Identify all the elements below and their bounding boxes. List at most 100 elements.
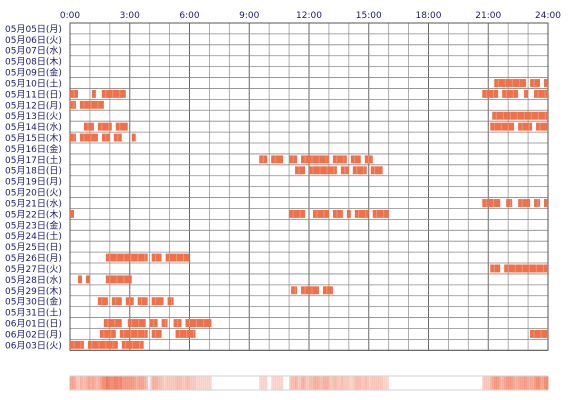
density-cell — [175, 376, 178, 390]
density-cell — [105, 376, 109, 390]
density-cell — [129, 376, 133, 390]
row-label: 05月14日(水) — [5, 121, 62, 133]
activity-bar — [490, 264, 501, 273]
density-cell — [524, 376, 527, 390]
x-tick-label: 15:00 — [356, 11, 382, 21]
density-cell — [187, 376, 190, 390]
density-cell — [352, 376, 356, 390]
density-cell — [115, 376, 119, 390]
density-cell — [328, 376, 332, 390]
activity-bar — [350, 155, 361, 164]
density-cell — [87, 376, 91, 390]
density-cell — [504, 376, 507, 390]
density-cell — [261, 376, 264, 390]
density-cell — [516, 376, 519, 390]
density-cell — [259, 376, 262, 390]
density-cell — [145, 376, 148, 390]
density-cell — [119, 376, 123, 390]
activity-bar — [161, 319, 168, 327]
activity-bar — [79, 133, 98, 142]
density-cell — [500, 376, 503, 390]
density-cell — [167, 376, 170, 390]
density-cell — [77, 376, 81, 390]
row-label: 05月10日(土) — [5, 77, 62, 89]
density-cell — [350, 376, 354, 390]
density-cell — [494, 376, 497, 390]
density-cell — [512, 376, 515, 390]
row-label: 05月08日(木) — [5, 56, 62, 68]
density-cell — [179, 376, 182, 390]
row-label: 05月27日(火) — [5, 264, 62, 275]
activity-bar — [185, 319, 212, 327]
activity-bar — [97, 122, 112, 131]
activity-bars — [70, 79, 548, 349]
density-cell — [538, 376, 541, 390]
density-cell — [526, 376, 529, 390]
density-cell — [486, 376, 489, 390]
density-cell — [320, 376, 324, 390]
row-label: 05月13日(火) — [5, 111, 62, 122]
plot-frame — [69, 22, 549, 351]
activity-bar — [151, 297, 164, 306]
activity-bar — [518, 199, 531, 207]
density-cell — [93, 376, 97, 390]
row-label: 05月31日(土) — [5, 307, 62, 319]
row-label: 05月25日(日) — [5, 242, 62, 253]
density-cell — [338, 376, 342, 390]
x-tick-labels: 0:00 3:00 6:00 9:00 12:00 15:00 18:00 21:00 24:0… — [60, 11, 561, 21]
density-cell — [522, 376, 525, 390]
density-cell — [530, 376, 533, 390]
x-tick-label: 21:00 — [475, 11, 501, 21]
activity-bar — [524, 89, 529, 98]
density-cell — [95, 376, 99, 390]
density-cell — [334, 376, 338, 390]
activity-bar — [103, 319, 122, 327]
row-label: 05月07日(水) — [5, 45, 62, 57]
activity-bar — [91, 89, 96, 98]
density-cell — [482, 376, 485, 390]
activity-bar — [111, 297, 122, 306]
activity-bar — [482, 199, 501, 207]
density-cell — [508, 376, 511, 390]
density-cell — [336, 376, 340, 390]
density-cell — [295, 376, 298, 390]
density-cell — [263, 376, 266, 390]
density-cell — [103, 376, 107, 390]
density-cell — [199, 376, 202, 390]
activity-bar — [490, 122, 515, 131]
density-cell — [362, 376, 366, 390]
density-cell — [75, 376, 79, 390]
activity-bar — [119, 329, 148, 338]
density-cell — [189, 376, 192, 390]
density-cell — [121, 376, 125, 390]
density-cell — [109, 376, 113, 390]
density-cell — [528, 376, 531, 390]
activity-bar — [506, 199, 513, 207]
density-cell — [542, 376, 545, 390]
density-cell — [149, 376, 152, 390]
x-tick-label: 6:00 — [179, 11, 199, 21]
density-cell — [310, 376, 314, 390]
row-label: 06月03日(火) — [5, 340, 62, 351]
activity-bar — [301, 286, 319, 295]
density-cell — [79, 376, 83, 390]
density-cell — [514, 376, 517, 390]
density-cell — [135, 376, 139, 390]
density-cell — [89, 376, 93, 390]
density-cell — [360, 376, 364, 390]
density-cell — [330, 376, 334, 390]
row-label: 05月22日(木) — [5, 208, 62, 220]
row-label: 05月29日(木) — [5, 285, 62, 297]
activity-bar — [83, 122, 94, 131]
density-cell — [297, 376, 300, 390]
density-cell — [372, 376, 376, 390]
row-label: 06月01日(日) — [5, 318, 62, 329]
density-cell — [279, 376, 282, 390]
density-cell — [322, 376, 326, 390]
activity-bar — [70, 100, 76, 109]
density-cell — [139, 376, 142, 390]
activity-bar — [87, 340, 118, 349]
density-cell — [342, 376, 346, 390]
density-cell — [83, 376, 87, 390]
density-cell — [99, 376, 103, 390]
